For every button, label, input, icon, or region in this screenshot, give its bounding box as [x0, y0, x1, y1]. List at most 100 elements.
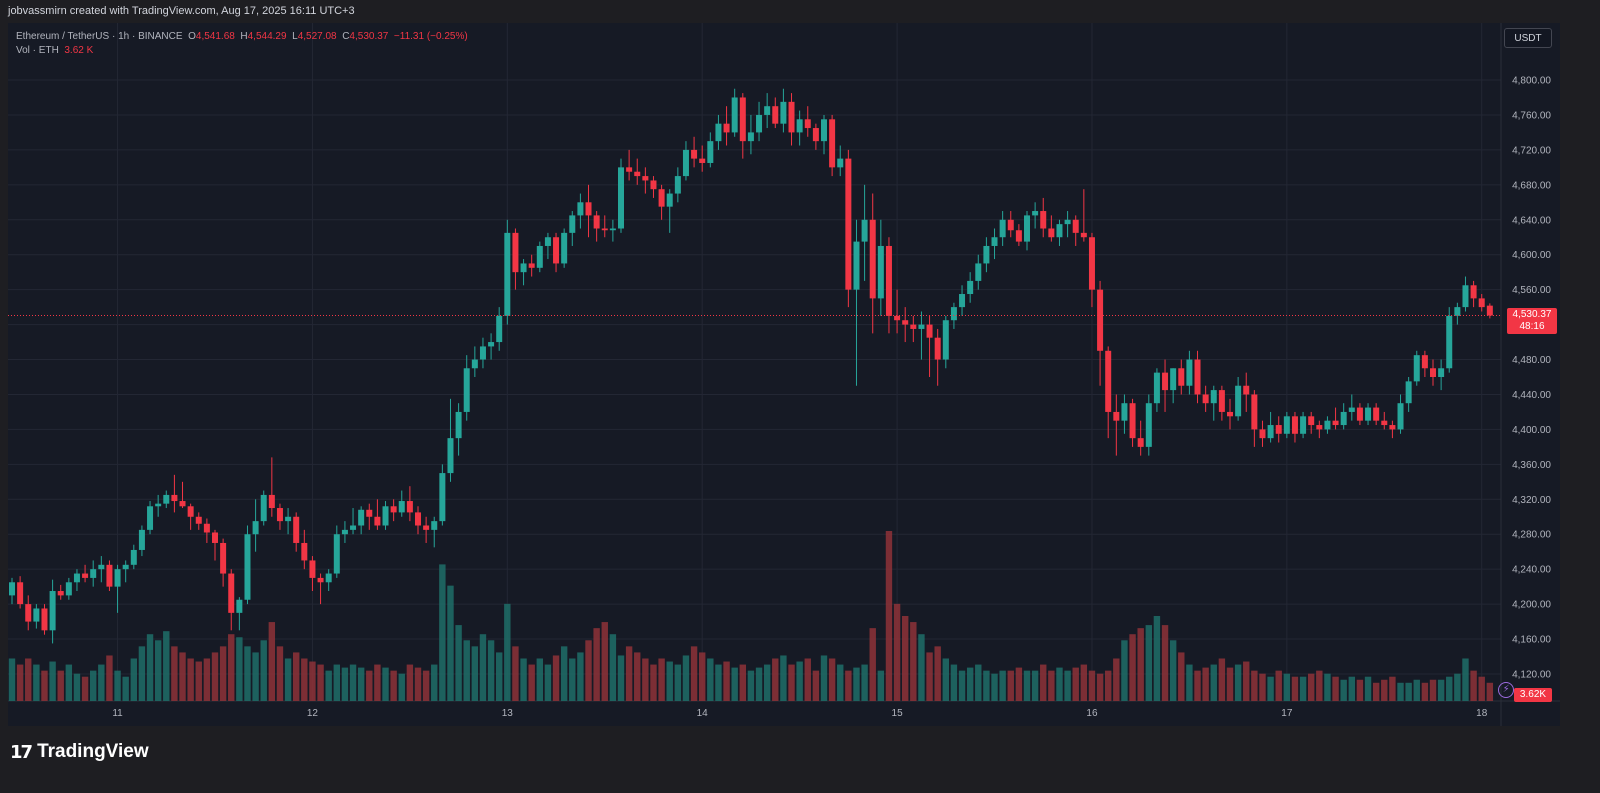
volume-bar: [171, 646, 178, 701]
candle-body: [9, 582, 15, 596]
time-tick-label: 13: [502, 708, 514, 719]
volume-bar: [106, 655, 113, 701]
candle-body: [942, 320, 949, 360]
volume-bar: [8, 658, 16, 701]
price-tick-label: 4,280.00: [1512, 530, 1551, 541]
candle-body: [1348, 407, 1355, 412]
lightning-bolt-icon[interactable]: ⚡: [1498, 682, 1515, 698]
candle-body: [1405, 381, 1412, 404]
candle-body: [837, 158, 844, 168]
volume-bar: [715, 664, 722, 701]
candle-body: [618, 167, 624, 229]
volume-bar: [861, 664, 868, 701]
candle-body: [812, 128, 819, 142]
volume-bar: [504, 603, 511, 701]
candle-body: [772, 106, 779, 124]
volume-bar: [1291, 676, 1299, 701]
candle-body: [959, 294, 966, 308]
volume-bar: [739, 664, 746, 701]
candlestick-chart[interactable]: 4,120.00 4,160.00 4,200.00 4,240.00 4,280.00…: [8, 23, 1560, 726]
candle-body: [682, 149, 689, 177]
volume-bar: [804, 658, 811, 701]
candle-body: [382, 506, 389, 526]
volume-bar: [1348, 676, 1355, 701]
candle-body: [179, 501, 186, 507]
candle-body: [569, 215, 576, 233]
candle-body: [293, 516, 300, 543]
volume-bar: [634, 652, 641, 701]
volume-bar: [512, 646, 519, 701]
price-tick-label: 4,400.00: [1512, 425, 1551, 436]
volume-bar: [1259, 673, 1266, 701]
volume-bar: [658, 658, 665, 701]
candle-body: [1202, 394, 1209, 404]
volume-bar: [341, 667, 349, 701]
volume-bar: [837, 664, 844, 701]
volume-bar: [893, 603, 901, 701]
price-tick-label: 4,240.00: [1512, 565, 1551, 576]
volume-bar: [1161, 625, 1169, 701]
price-tick-label: 4,640.00: [1512, 215, 1551, 226]
volume-bar: [1234, 664, 1242, 701]
candle-body: [1470, 285, 1477, 299]
candle-body: [350, 525, 357, 530]
candle-body: [1097, 289, 1104, 351]
volume-bar: [1470, 670, 1477, 701]
candle-body: [1413, 355, 1420, 382]
volume-bar: [487, 640, 495, 701]
volume-bar: [885, 531, 893, 701]
price-tick-label: 4,440.00: [1512, 390, 1551, 401]
price-tick-label: 4,320.00: [1512, 495, 1551, 506]
legend-close-label: C: [342, 31, 350, 42]
candle-body: [1024, 215, 1030, 242]
candle-body: [983, 245, 990, 264]
candle-body: [780, 101, 787, 124]
currency-button[interactable]: USDT: [1504, 28, 1552, 48]
legend-open-label: O: [188, 31, 196, 42]
chart-panel[interactable]: 4,120.00 4,160.00 4,200.00 4,240.00 4,280.00…: [8, 23, 1560, 726]
candle-body: [366, 509, 373, 517]
volume-bar: [81, 676, 89, 701]
volume-bar: [869, 628, 876, 701]
candle-body: [1324, 420, 1331, 430]
candle-body: [723, 123, 730, 133]
candle-body: [17, 582, 24, 605]
candle-body: [496, 315, 503, 343]
candle-body: [634, 171, 641, 177]
volume-bar: [601, 622, 608, 701]
candle-body: [894, 315, 901, 321]
volume-bar: [1356, 679, 1364, 701]
candle-body: [1291, 416, 1298, 434]
volume-bar: [536, 658, 543, 701]
candle-body: [674, 176, 681, 194]
volume-bar: [983, 670, 990, 701]
candle-body: [861, 219, 868, 242]
volume-bar: [114, 670, 121, 701]
legend-volume-label: Vol · ETH: [16, 45, 59, 56]
candle-body: [1300, 416, 1307, 434]
candle-body: [195, 516, 202, 524]
candle-body: [577, 202, 584, 216]
candle-body: [1373, 407, 1380, 421]
candle-body: [1227, 411, 1233, 417]
volume-bar: [593, 628, 600, 701]
candle-body: [244, 534, 251, 600]
volume-bar: [1389, 676, 1396, 701]
volume-bar: [98, 664, 105, 701]
volume-bar: [203, 658, 211, 701]
candle-body: [1365, 407, 1372, 421]
volume-bar: [1283, 673, 1291, 701]
candle-body: [341, 529, 348, 535]
volume-bar: [1332, 676, 1339, 701]
candle-body: [1454, 307, 1461, 316]
volume-bar: [422, 670, 430, 701]
volume-bar: [1080, 664, 1088, 701]
candle-body: [82, 573, 89, 578]
candle-body: [544, 237, 551, 246]
volume-bar: [431, 664, 438, 701]
time-tick-label: 14: [697, 708, 709, 719]
candle-body: [1430, 368, 1436, 377]
price-tick-label: 4,360.00: [1512, 460, 1551, 471]
legend-volume-value: 3.62 K: [64, 45, 94, 56]
volume-bar: [991, 673, 998, 701]
